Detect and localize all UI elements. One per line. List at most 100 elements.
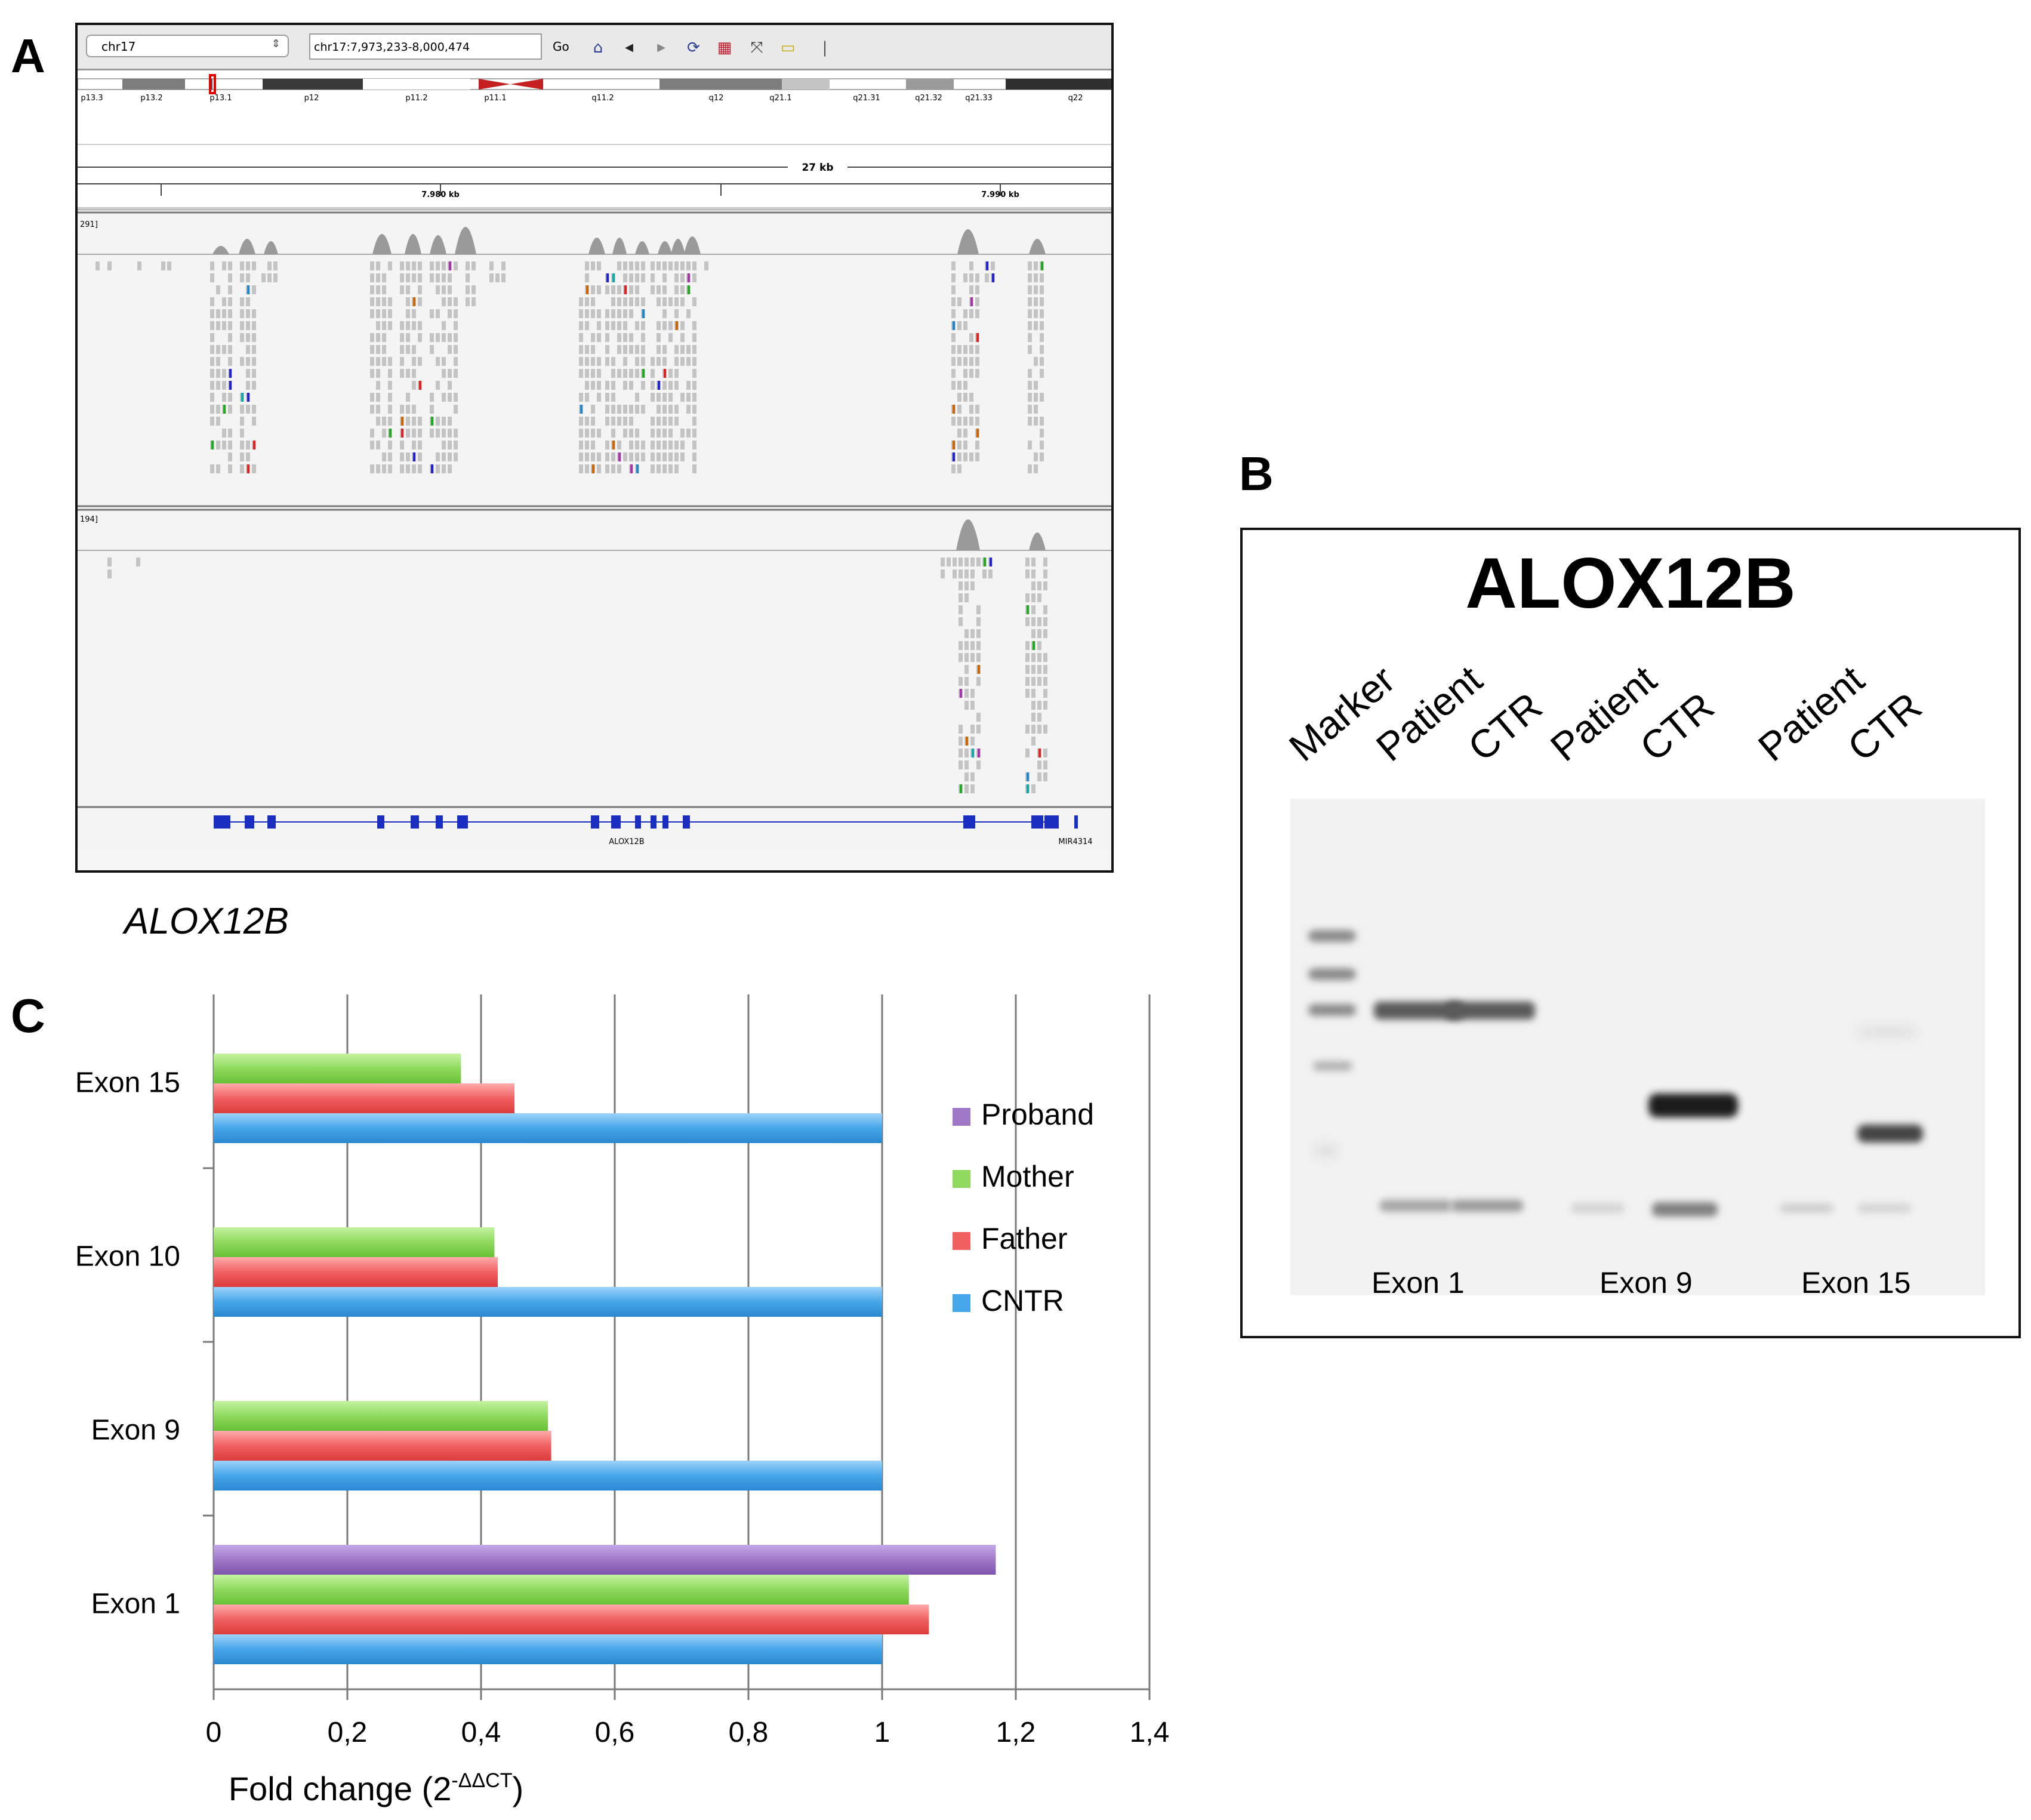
read [388,417,392,426]
read [436,333,440,342]
popup-icon[interactable]: ▭ [780,39,796,57]
read-mismatch [960,784,962,793]
read [216,285,220,294]
read [680,261,685,270]
read [228,261,232,270]
read [605,393,609,402]
home-icon[interactable]: ⌂ [593,39,603,57]
read [430,333,434,342]
read [635,357,639,366]
read [641,381,645,390]
genomic-ruler: 27 kb 7.980 kb 7.990 kb [78,106,1111,210]
locus-input[interactable]: chr17:7,973,233-8,000,474 [309,33,542,60]
read [216,405,220,414]
resize-icon[interactable]: ⤧ [750,39,763,57]
read [629,381,633,390]
read [686,429,691,438]
read [1037,641,1041,650]
read [442,393,446,402]
read [585,321,589,330]
read [370,309,374,318]
read [376,285,380,294]
read [597,309,601,318]
read [216,381,220,390]
forward-icon[interactable]: ▶ [657,41,665,54]
read [412,405,416,414]
read [605,309,609,318]
gel-exon-label-1: Exon 1 [1372,1266,1465,1299]
exon-block [245,815,254,829]
read [964,665,969,674]
chromosome-select[interactable]: chr17 ⇕ [86,35,289,57]
read [692,464,696,473]
read [680,452,685,461]
panel-label-b: B [1239,447,1274,500]
coverage-peak [239,239,255,254]
read [585,357,589,366]
read-mismatch [1027,784,1029,793]
read [657,285,661,294]
read [1040,345,1044,354]
read-mismatch [247,285,249,294]
read [252,369,256,378]
read [617,441,621,449]
read [692,333,696,342]
read [436,452,440,461]
read [959,653,963,662]
read [674,261,679,270]
read [448,297,452,306]
read [471,285,476,294]
x-tick-label: 1,2 [996,1717,1036,1748]
read [210,464,214,473]
read [382,321,386,330]
read [651,464,655,473]
read [430,393,434,402]
read [388,405,392,414]
read [585,261,589,270]
read [501,261,506,270]
go-button[interactable]: Go [553,39,569,54]
read [964,569,969,578]
read [1031,617,1035,626]
alignment-tracks[interactable]: 291] 194] ALOX12B MIR4314 [78,210,1111,849]
back-icon[interactable]: ◀ [625,41,633,54]
read [617,369,621,378]
read-mismatch [972,749,974,757]
read [1031,689,1035,698]
read-mismatch [580,405,583,414]
read [1040,452,1044,461]
read [629,297,633,306]
read [418,441,422,449]
read [635,321,639,330]
read [1043,772,1047,781]
read [623,333,627,342]
read [228,273,232,282]
read [963,417,967,426]
read [591,452,595,461]
read [988,569,993,578]
read-mismatch [241,393,244,402]
refresh-icon[interactable]: ⟳ [687,39,700,57]
read [651,285,655,294]
read [1028,345,1032,354]
read [1025,569,1030,578]
read [585,393,589,402]
read [662,261,667,270]
read [686,261,691,270]
bar-cntr [214,1461,882,1491]
coverage-peak [658,241,672,254]
read [985,273,989,282]
read [969,452,973,461]
chromosome-ideogram[interactable]: p13.3 p13.2 p13.1 p12 p11.2 p11.1 q11.2 q12 q21.… [78,70,1111,107]
read [970,581,975,590]
read [1025,617,1030,626]
region-icon[interactable]: ▦ [717,39,732,57]
read [1037,713,1041,722]
read [430,261,434,270]
read [674,464,679,473]
read [629,333,633,342]
read [222,321,226,330]
read [680,297,685,306]
read [406,405,410,414]
exon-block [1031,815,1043,829]
